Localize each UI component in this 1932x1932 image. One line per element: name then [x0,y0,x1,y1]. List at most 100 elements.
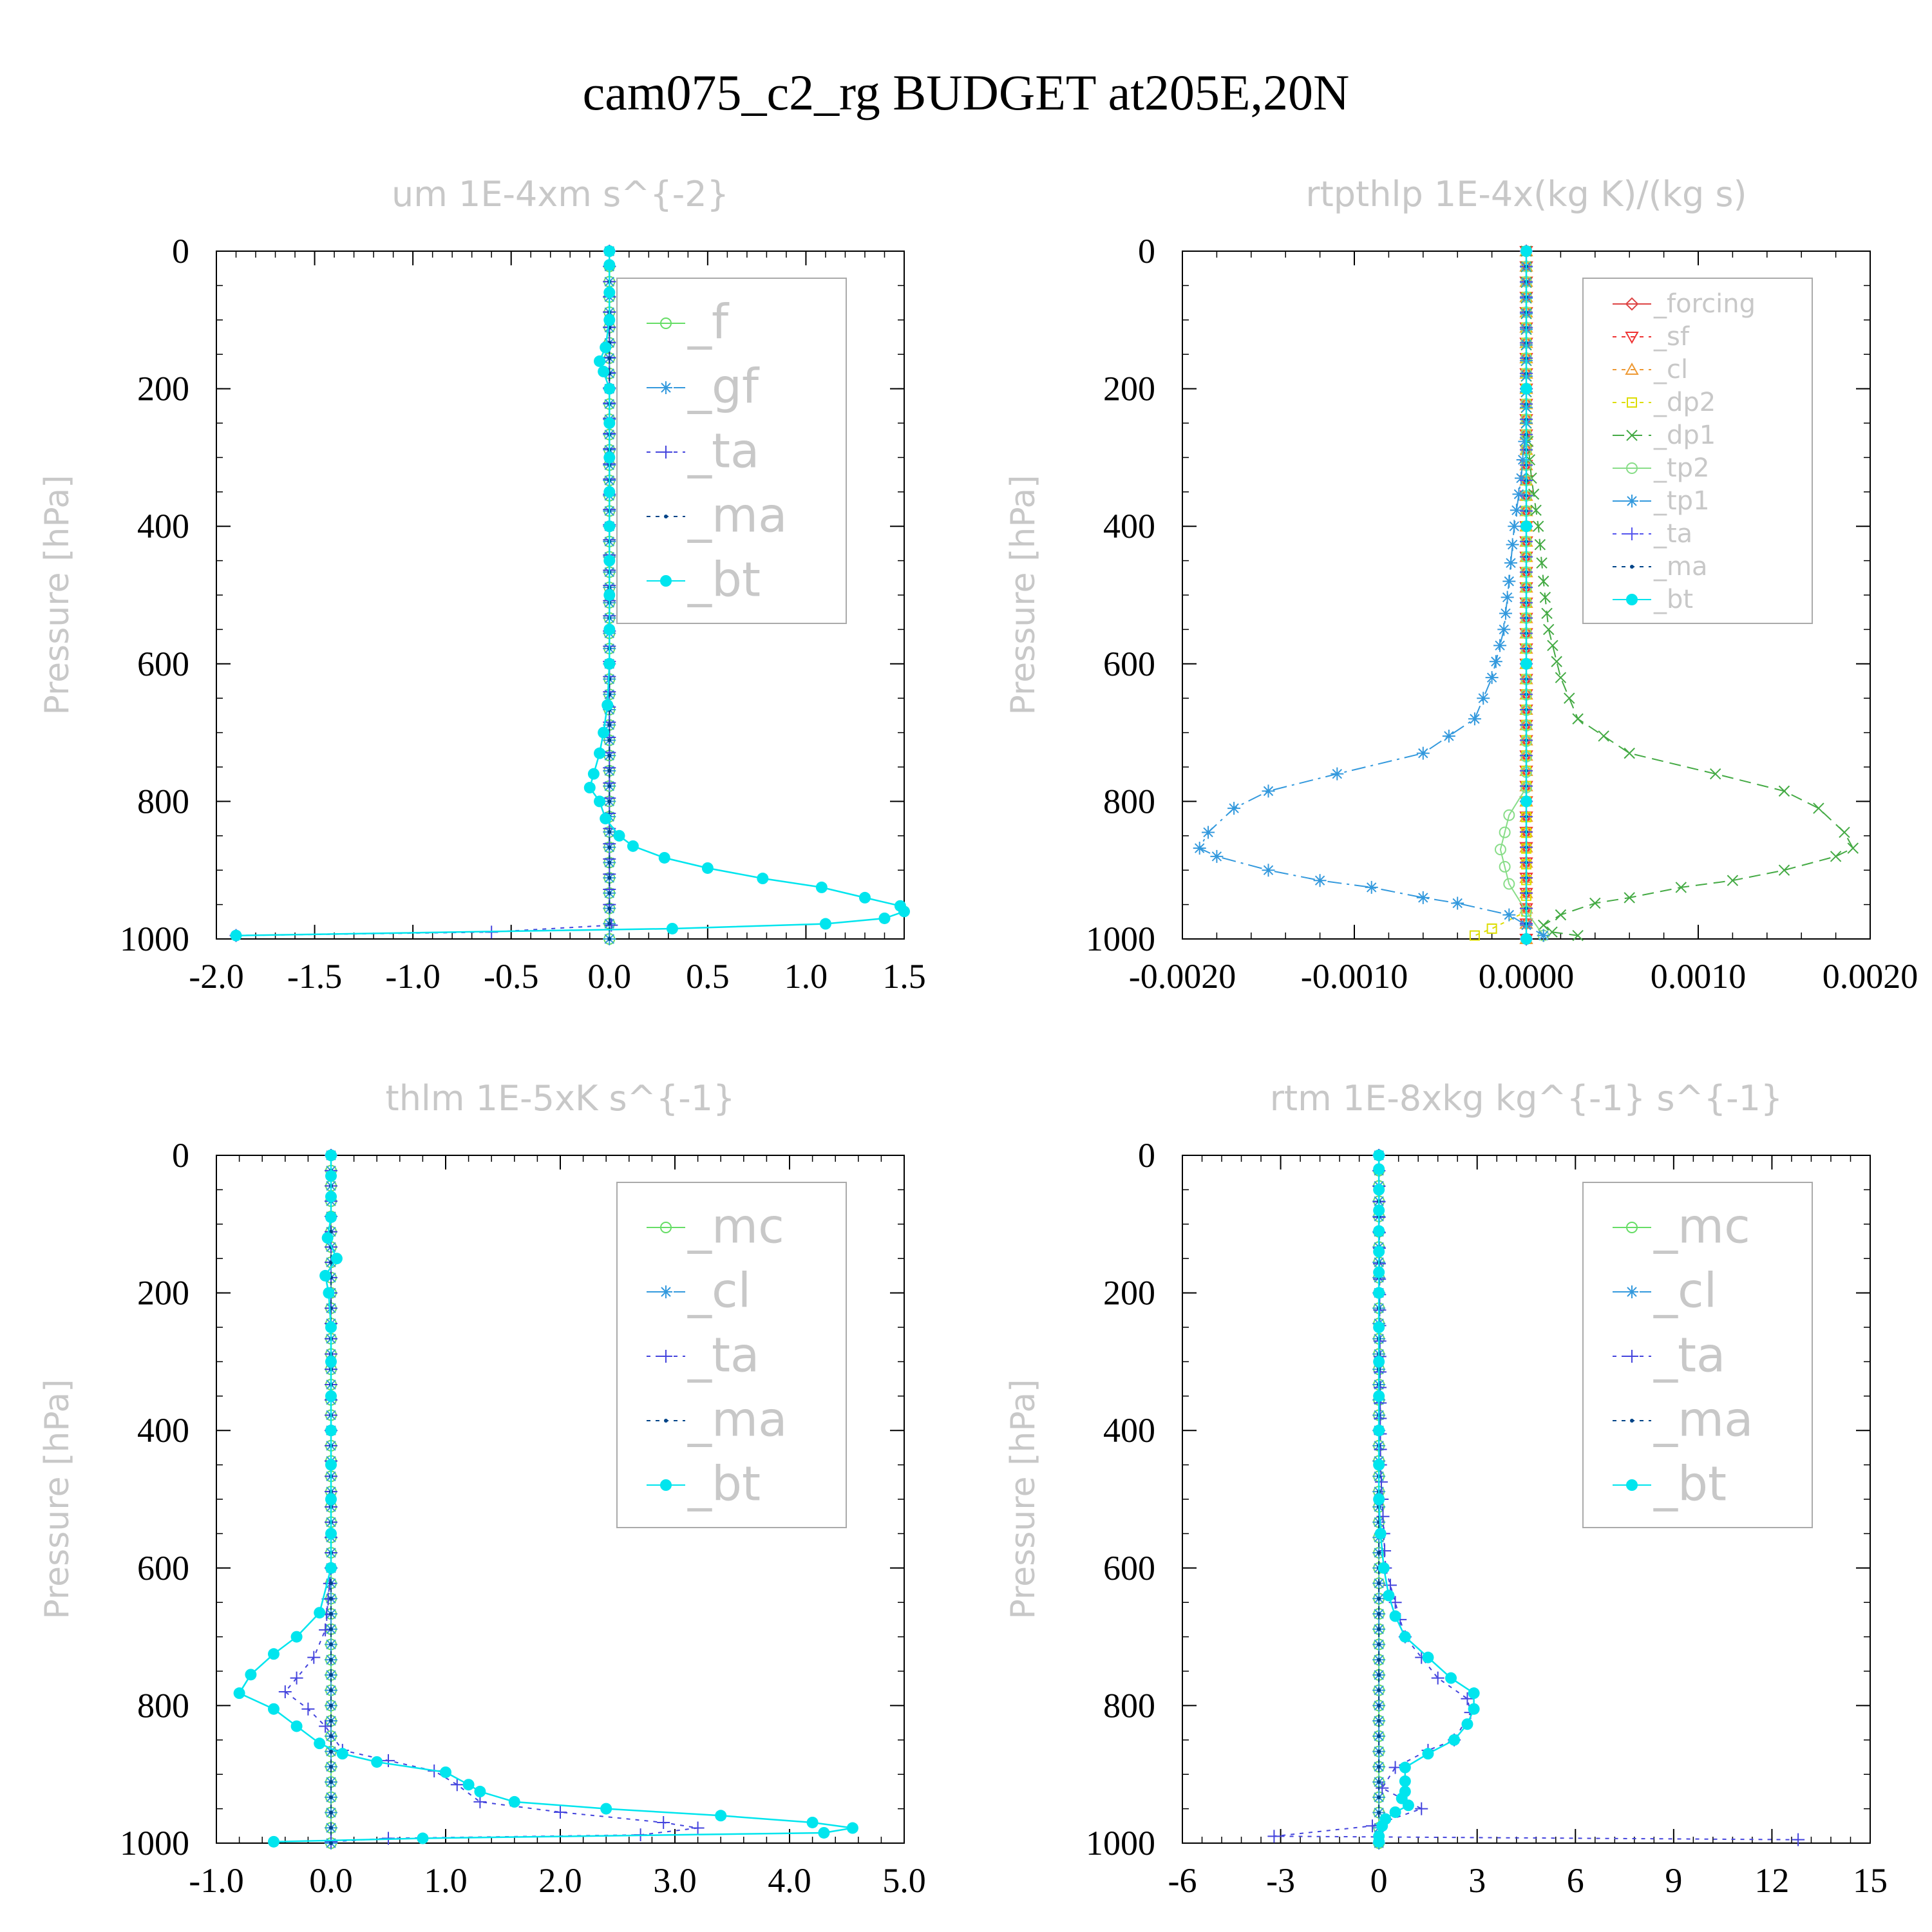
y-tick-label: 0 [1138,1136,1155,1175]
y-tick-label: 400 [137,507,189,545]
series-bt-marker [603,486,616,498]
series-dp1-marker [1572,929,1584,942]
series-dp1-marker [1598,730,1609,742]
y-tick-label: 1000 [1086,920,1155,958]
series-tp1-marker [1501,591,1514,604]
legend-entry-ma: _ma [647,1392,787,1448]
chart-panel-2: rtpthlp 1E-4x(kg K)/(kg s) Pressure [hPa]… [1004,174,1918,996]
series-tp1-marker [1262,784,1275,798]
y-tick-label: 600 [1103,1549,1155,1587]
series-bt-marker [806,1816,819,1828]
series-ta-marker [657,1815,670,1829]
series-bt-marker [1373,1204,1385,1217]
series-bt-marker [325,1459,337,1471]
x-tick-label: 0.0010 [1651,957,1747,996]
chart-panels: um 1E-4xm s^{-2} Pressure [hPa] -2.0 -1.5 -1… [38,174,1918,1900]
series-tp1-marker [1514,471,1528,485]
series-group [1267,1149,1805,1850]
series-bt-marker [325,1211,337,1224]
legend-label: _gf [687,359,760,415]
series-tp1-marker [1331,767,1344,781]
x-tick-label: 0.0020 [1823,957,1918,996]
y-tick-label: 200 [1103,1274,1155,1312]
series-tp1-marker [1485,671,1499,685]
series-ma-marker [1377,1795,1381,1799]
series-tp1-marker [1442,729,1455,743]
legend-label: _ta [1653,519,1692,549]
series-bt-marker [1402,1799,1414,1812]
y-tick-label: 0 [1138,232,1155,270]
y-tick-label: 800 [1103,1686,1155,1725]
series-bt-marker [594,747,606,759]
series-bt [230,245,910,942]
series-ma-marker [1377,1672,1381,1677]
series-tp2-marker [1499,860,1511,873]
x-tick-label: -3 [1266,1861,1295,1900]
series-bt-marker [314,1738,326,1750]
series-tp1-legend-marker [1625,495,1638,507]
series-ma-marker [1377,1810,1381,1815]
series-bt-marker [325,1321,337,1333]
series-tp1-marker [1537,929,1550,942]
series-bt-marker [658,851,670,864]
series-bt-marker [1373,1245,1385,1258]
series-bt-marker [1373,1321,1385,1333]
legend-label: _ma [1653,1392,1753,1448]
series-tp2-marker [1494,844,1506,856]
series-tp1-line [1198,251,1544,936]
series-bt-marker [594,795,606,808]
y-tick-label: 0 [172,232,189,270]
legend-entry-mc: _mc [647,1199,784,1255]
series-bt-marker [603,383,616,395]
x-tick-label: -2.0 [189,957,243,996]
series-tp1-marker [1451,896,1464,910]
series-bt-marker [715,1810,727,1822]
series-dp1-marker [1536,557,1548,569]
series-bt-marker [603,314,616,326]
legend: _forcing_sf _cl _dp2 _dp1 _tp2_tp1_ta_ma _bt [1582,278,1813,624]
legend-label: _tp1 [1653,486,1710,516]
series-dp1-marker [1551,656,1562,667]
x-tick-label: 3 [1468,1861,1486,1900]
series-ma-marker [329,1719,333,1723]
legend-box [1582,278,1813,624]
series-ma-legend-marker [1630,565,1634,569]
series-bt-marker [1373,1356,1385,1368]
y-tick-label: 600 [137,1549,189,1587]
series-dp1-marker [1847,842,1859,854]
series-bt-marker [1376,1820,1388,1832]
legend: _f _gf _ta _ma _bt [616,278,847,624]
legend-entry-gf: _gf [647,359,760,415]
series-tp2-marker [1503,878,1515,890]
legend-entry-tp2: _tp2 [1613,453,1710,483]
series-ma-legend-marker [664,1419,668,1423]
series-bt-marker [1373,1835,1385,1848]
series-ta-marker [1373,1334,1387,1348]
legend-entry-bt: _bt [1613,585,1693,614]
legend-entry-bt: _bt [1613,1457,1727,1512]
series-tp1-marker [1468,712,1481,726]
y-tick-label: 200 [137,1274,189,1312]
series-ma-marker [1377,1658,1381,1662]
series-tp1-marker [1416,746,1430,760]
series-ma-marker [1377,1581,1381,1586]
series-bt-marker [1373,1163,1385,1175]
series-ta-marker [1792,1833,1805,1846]
series-bt-marker [613,829,625,842]
y-tick-label: 400 [137,1411,189,1450]
series-bt-marker [1373,1425,1385,1437]
series-bt-marker [462,1779,475,1791]
legend-entry-forcing: _forcing [1613,289,1756,319]
series-bt-marker [323,1287,335,1299]
series-ta-marker [1374,1475,1388,1489]
series-tp1-marker [1416,891,1430,904]
series-bt-marker [1399,1775,1411,1787]
series-group [233,1149,858,1850]
series-bt-marker [325,1390,337,1402]
series-ma-marker [329,1795,333,1799]
series-bt-marker [1373,1493,1385,1505]
legend-label: _tp2 [1653,453,1710,483]
legend-label: _bt [1653,585,1693,614]
series-bt-marker [666,922,678,934]
series-bt-marker [1399,1761,1411,1774]
